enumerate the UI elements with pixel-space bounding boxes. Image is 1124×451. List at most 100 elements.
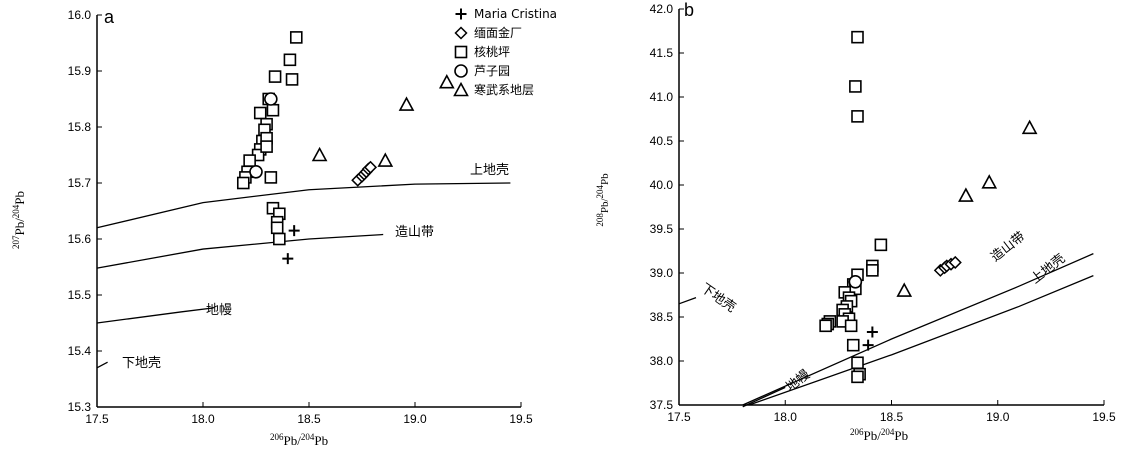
y-axis-title: 208Pb/204Pb	[595, 173, 611, 227]
legend-label: 寒武系地层	[474, 82, 534, 97]
x-tick-label: 17.5	[85, 412, 109, 426]
curve-label: 造山带	[988, 229, 1028, 265]
x-tick-label: 18.0	[774, 410, 798, 424]
data-point-square	[285, 73, 299, 86]
data-point-plus	[288, 225, 300, 237]
data-point-square	[851, 370, 864, 384]
y-tick-label: 16.0	[68, 8, 92, 22]
data-point-square	[268, 70, 282, 83]
data-point-square	[270, 221, 284, 235]
legend-marker-diamond	[454, 26, 468, 40]
curve-label: 上地壳	[470, 163, 509, 178]
x-tick-label: 19.5	[509, 412, 533, 426]
y-tick-label: 41.5	[650, 46, 674, 60]
data-point-square	[264, 171, 278, 184]
curve-label: 下地壳	[122, 356, 161, 371]
reservoir-curve	[748, 275, 1094, 406]
x-tick-label: 18.0	[191, 412, 215, 426]
y-tick-label: 40.0	[650, 178, 674, 192]
data-point-square	[851, 110, 864, 123]
data-point-square	[851, 356, 864, 370]
y-tick-label: 38.0	[650, 354, 674, 368]
data-point-square	[266, 103, 280, 117]
panel-a: a 17.5 18.0 18.5 19.0 19.5 15.315.415.515.61…	[11, 7, 557, 448]
data-point-plus	[866, 326, 878, 338]
y-tick-label: 40.5	[650, 134, 674, 148]
y-tick-label: 15.7	[68, 176, 92, 190]
panel-letter: a	[104, 7, 115, 27]
curve-label: 造山带	[395, 225, 434, 240]
x-tick-label: 19.0	[986, 410, 1010, 424]
x-ticks: 17.5 18.0 18.5 19.0 19.5	[85, 402, 533, 426]
legend-label: Maria Cristina	[474, 7, 557, 21]
data-point-plus	[282, 253, 294, 265]
x-tick-label: 18.5	[880, 410, 904, 424]
data-point-square	[289, 31, 303, 44]
reservoir-curve	[678, 297, 697, 305]
data-point-triangle	[981, 174, 998, 189]
x-tick-label: 19.0	[403, 412, 427, 426]
data-point-diamond	[948, 255, 962, 270]
data-point-triangle	[398, 96, 415, 111]
data-point-triangle	[377, 152, 394, 167]
legend-marker-circle	[454, 64, 468, 78]
data-point-circle	[264, 92, 278, 106]
y-tick-label: 15.3	[68, 400, 92, 414]
data-points	[236, 31, 455, 265]
reservoir-curve	[742, 386, 786, 408]
data-points	[819, 30, 1038, 384]
data-point-square	[844, 319, 858, 333]
reservoir-curve	[96, 182, 511, 229]
data-point-triangle	[958, 187, 974, 202]
y-tick-label: 15.6	[68, 232, 92, 246]
x-axis-title: 206Pb/204Pb	[850, 427, 908, 443]
y-tick-label: 41.0	[650, 90, 674, 104]
reservoir-curve	[96, 233, 384, 269]
panel-b: b 17.5 18.0 18.5 19.0 19.5 37.538.038.539.03…	[595, 0, 1116, 443]
reservoir-curve	[96, 307, 214, 324]
curve-label: 下地壳	[698, 281, 739, 316]
y-tick-label: 39.0	[650, 266, 674, 280]
data-point-square	[874, 238, 888, 252]
y-tick-label: 39.5	[650, 222, 674, 236]
y-tick-label: 37.5	[650, 398, 674, 412]
curve-label: 上地壳	[1028, 251, 1068, 287]
y-tick-label: 15.9	[68, 64, 92, 78]
data-point-triangle	[311, 146, 328, 162]
x-ticks: 17.5 18.0 18.5 19.0 19.5	[667, 400, 1116, 424]
panel-letter: b	[684, 0, 694, 20]
reservoir-curve	[96, 361, 108, 369]
data-point-square	[236, 176, 250, 190]
data-point-diamond	[363, 160, 378, 174]
legend-label: 芦子园	[474, 64, 510, 78]
data-point-triangle	[896, 282, 913, 297]
legend-marker-plus	[455, 8, 467, 20]
y-tick-label: 15.8	[68, 120, 92, 134]
data-point-square	[260, 140, 273, 153]
data-point-square	[851, 30, 864, 44]
y-ticks: 15.3 15.4 15.5 15.6 15.7 15.8 15.9 16.0	[68, 8, 102, 414]
data-point-square	[253, 106, 267, 120]
data-point-square	[283, 53, 297, 67]
y-ticks: 37.5 38.0 38.5 39.0 39.5 40.0 40.5 41.0 41.5 42.0	[650, 2, 684, 412]
data-point-triangle	[438, 74, 455, 89]
curve-label: 地幔	[206, 303, 232, 318]
y-tick-label: 38.5	[650, 310, 674, 324]
data-point-triangle	[1021, 119, 1038, 135]
x-tick-label: 18.5	[297, 412, 321, 426]
data-point-square	[273, 232, 286, 246]
y-tick-label: 42.0	[650, 2, 674, 16]
data-point-square	[819, 319, 832, 333]
reservoir-curve	[742, 253, 1094, 406]
y-tick-label: 15.5	[68, 288, 92, 302]
data-point-square	[849, 80, 862, 93]
y-tick-label: 15.4	[68, 344, 92, 358]
data-point-square	[866, 264, 879, 277]
data-point-square	[846, 338, 860, 352]
data-point-plus	[862, 339, 874, 351]
x-tick-label: 17.5	[667, 410, 691, 424]
